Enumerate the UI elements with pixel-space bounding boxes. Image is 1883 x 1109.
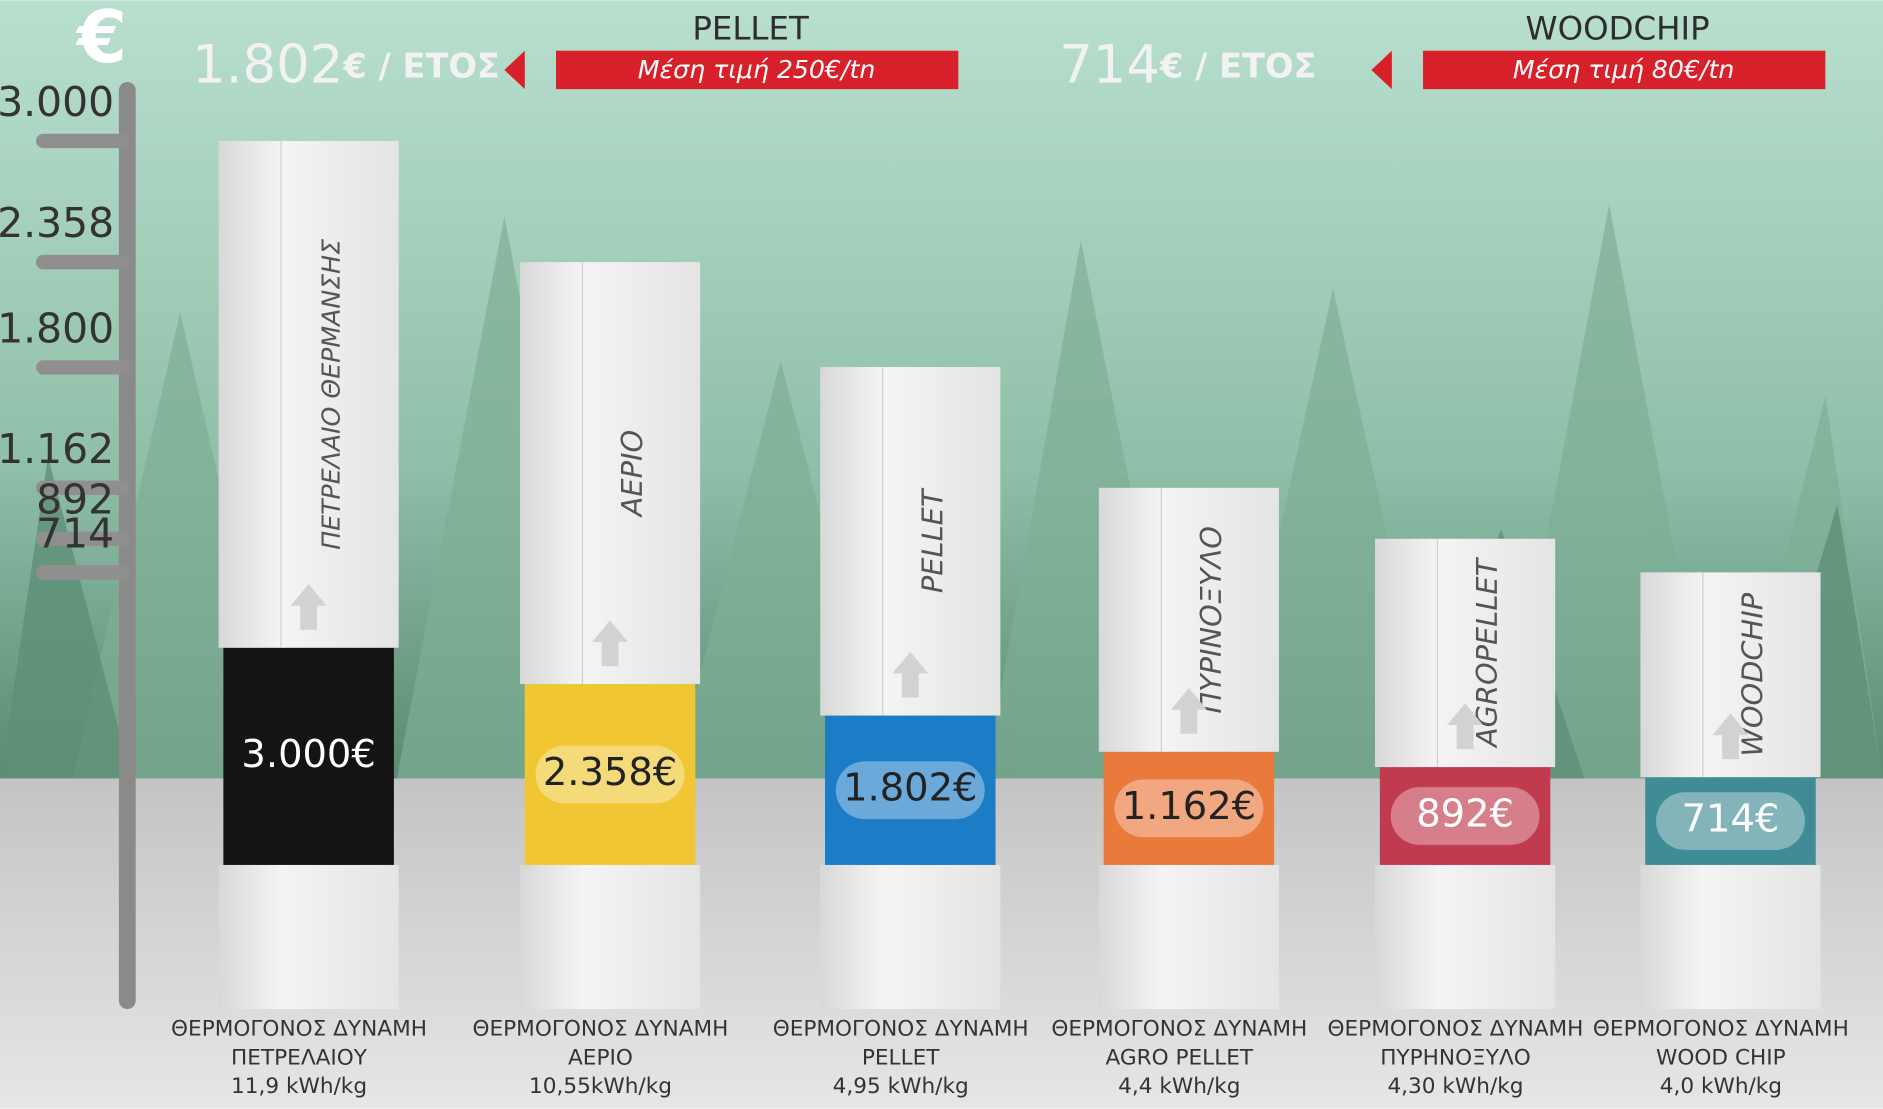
- y-tick-label: 892: [36, 476, 114, 524]
- caption: ΘΕΡΜΟΓΟΝΟΣ ΔΥΝΑΜΗ: [1593, 1016, 1849, 1041]
- tick-plate: [36, 531, 130, 546]
- value-label: 1.802€: [843, 766, 977, 811]
- caption: AGRO PELLET: [1105, 1045, 1253, 1070]
- callout-amount-unit: € / ΕΤΟΣ: [1159, 46, 1316, 85]
- value-label: 2.358€: [543, 750, 677, 795]
- callout-amount: 714€ / ΕΤΟΣ: [1059, 34, 1316, 95]
- caption: ΘΕΡΜΟΓΟΝΟΣ ΔΥΝΑΜΗ: [1328, 1016, 1584, 1041]
- caption: 4,4 kWh/kg: [1118, 1074, 1240, 1099]
- column-label: ΠΥΡΙΝΟΞΥΛΟ: [1194, 526, 1228, 714]
- tick-plate: [36, 565, 130, 580]
- value-pill: [1114, 779, 1264, 838]
- pedestal: [1640, 864, 1821, 1010]
- callout-amount-number: 1.802: [192, 34, 343, 95]
- callout-note: Μέση τιμή 80€/tn: [1513, 55, 1735, 84]
- y-tick-label: 1.162: [0, 425, 114, 473]
- column-color-block: [1103, 751, 1275, 865]
- tick-plate: [36, 480, 130, 496]
- column-color-block: [1379, 767, 1551, 865]
- caption: ΠΕΤΡΕΛΑΙΟΥ: [231, 1045, 368, 1070]
- callout-title: PELLET: [692, 9, 809, 47]
- pedestal: [519, 864, 701, 1010]
- caption: ΘΕΡΜΟΓΟΝΟΣ ΔΥΝΑΜΗ: [171, 1016, 427, 1041]
- caption: ΠΥΡΗΝΟΞΥΛΟ: [1380, 1045, 1531, 1070]
- tick-plate: [36, 360, 130, 375]
- column: [519, 262, 701, 685]
- caption: PELLET: [862, 1045, 940, 1070]
- caption: 11,9 kWh/kg: [231, 1074, 367, 1099]
- y-tick-label: 1.800: [0, 304, 114, 352]
- arrow-icon: [1170, 688, 1207, 734]
- value-pill: [835, 761, 985, 820]
- caption: 4,0 kWh/kg: [1660, 1074, 1782, 1099]
- callout-bar: [1423, 50, 1826, 90]
- value-pill: [1656, 792, 1805, 850]
- value-label: 714€: [1682, 797, 1780, 842]
- column-color-block: [1645, 777, 1816, 865]
- caption: 10,55kWh/kg: [529, 1074, 672, 1099]
- arrow-icon: [1712, 713, 1749, 760]
- value-label: 3.000€: [241, 732, 375, 777]
- caption: ΘΕΡΜΟΓΟΝΟΣ ΔΥΝΑΜΗ: [472, 1016, 728, 1041]
- caption: ΘΕΡΜΟΓΟΝΟΣ ΔΥΝΑΜΗ: [1051, 1016, 1307, 1041]
- y-tick-label: 3.000: [0, 78, 114, 126]
- column-color-block: [223, 647, 394, 865]
- y-tick-label: 2.358: [0, 199, 114, 247]
- caption: 4,30 kWh/kg: [1387, 1074, 1523, 1099]
- caption: ΑΕΡΙΟ: [568, 1045, 633, 1070]
- callout-arrow: [504, 50, 525, 90]
- tick-plate: [36, 133, 130, 149]
- column: [218, 140, 399, 648]
- value-pill: [535, 745, 685, 804]
- callout-note: Μέση τιμή 250€/tn: [638, 55, 876, 84]
- callout-arrow: [1371, 50, 1392, 90]
- column-color-block: [825, 715, 996, 865]
- caption: WOOD CHIP: [1656, 1045, 1786, 1070]
- arrow-icon: [592, 620, 629, 667]
- callout-title: WOODCHIP: [1526, 9, 1710, 47]
- column-label: ΑΕΡΙΟ: [615, 430, 649, 518]
- y-tick-label: 714: [36, 509, 114, 557]
- pedestal: [218, 864, 399, 1010]
- currency-symbol: €: [75, 0, 127, 79]
- value-label: 892€: [1416, 792, 1514, 837]
- value-pill: [1390, 787, 1540, 845]
- callout-amount: 1.802€ / ΕΤΟΣ: [192, 34, 500, 95]
- caption: 4,95 kWh/kg: [833, 1074, 969, 1099]
- column-label: ΠΕΤΡΕΛΑΙΟ ΘΕΡΜΑΝΣΗΣ: [317, 239, 346, 550]
- callout-amount-unit: € / ΕΤΟΣ: [342, 46, 499, 85]
- tick-plate: [36, 254, 130, 270]
- column-label: PELLET: [915, 487, 949, 593]
- column-color-block: [524, 684, 696, 865]
- callout-bar: [556, 50, 959, 90]
- value-label: 1.162€: [1122, 784, 1256, 829]
- axis-line: [118, 81, 136, 1010]
- pedestal: [1098, 864, 1279, 1010]
- callout-amount-number: 714: [1059, 34, 1160, 95]
- arrow-icon: [1447, 703, 1484, 750]
- arrow-icon: [290, 584, 327, 630]
- pedestal: [820, 864, 1001, 1010]
- arrow-icon: [892, 651, 929, 698]
- pedestal: [1375, 864, 1556, 1010]
- caption: ΘΕΡΜΟΓΟΝΟΣ ΔΥΝΑΜΗ: [773, 1016, 1029, 1041]
